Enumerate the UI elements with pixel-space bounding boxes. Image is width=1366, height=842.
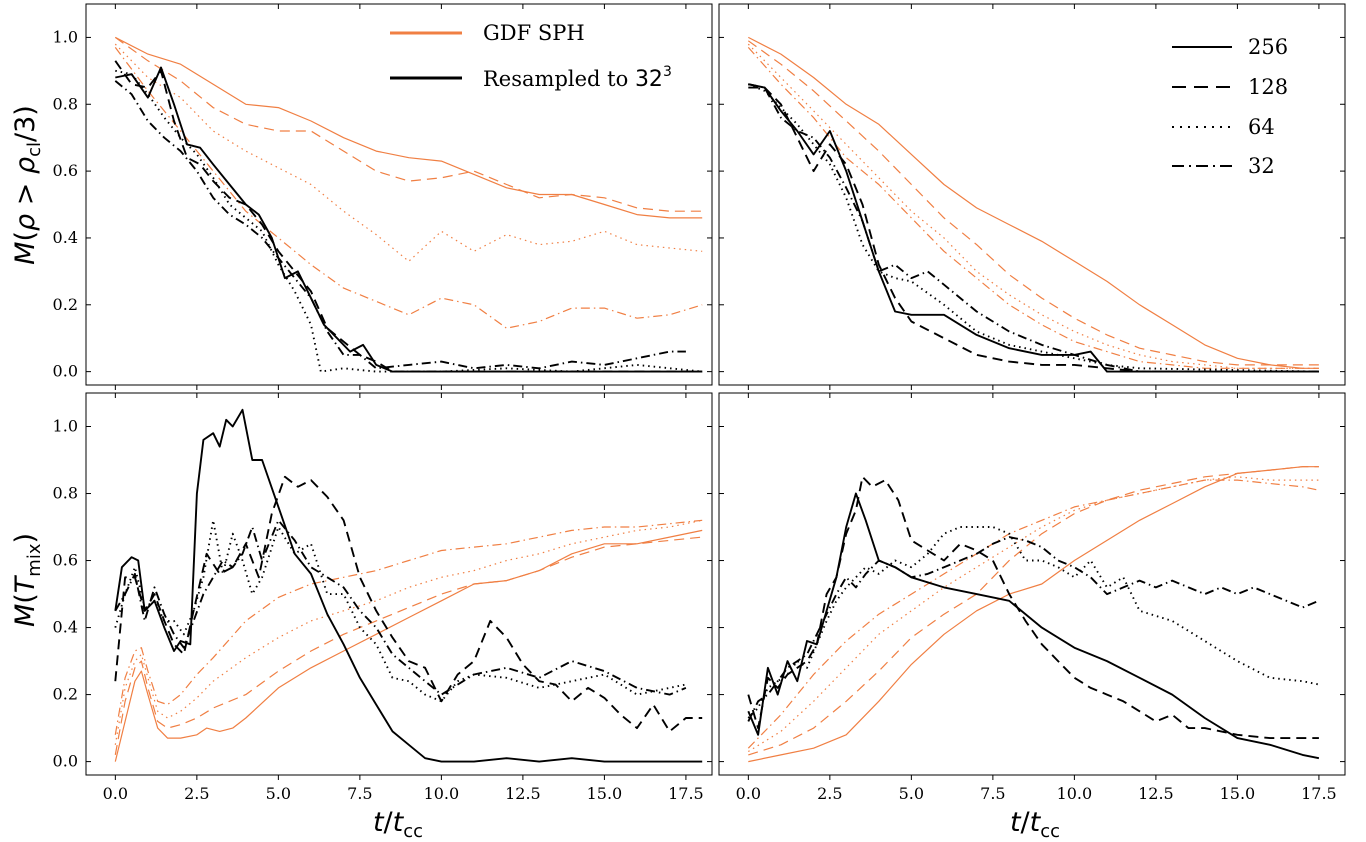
series-sph-64	[747, 476, 1319, 753]
series-sph-32	[747, 47, 1319, 369]
x-tick-label: 17.5	[1301, 784, 1337, 803]
x-axis-label-right: t/tcc	[1010, 807, 1060, 842]
panel-bottom-right: 0.0 2.5 5.0 7.5 10.0 12.5 15.0 17.5	[718, 392, 1346, 803]
x-tick-label: 7.5	[980, 784, 1005, 803]
series-sph-64	[114, 519, 703, 745]
y-tick-label: 0.0	[53, 752, 78, 771]
x-tick-label: 12.5	[1138, 784, 1174, 803]
series-sph-256	[748, 36, 1319, 369]
legend-label-64: 64	[1248, 115, 1275, 139]
series-sph-128	[114, 36, 703, 212]
series-sph-64	[747, 43, 1319, 369]
series-sph-32	[114, 519, 703, 735]
x-tick-label: 0.0	[736, 784, 761, 803]
x-tick-label: 2.5	[184, 784, 209, 803]
series-resampled-256	[115, 66, 703, 373]
series-resampled-64	[114, 519, 687, 703]
y-tick-label: 0.2	[53, 685, 78, 704]
y-axis-label-top: M(ρ > ρcl/3)	[10, 105, 45, 265]
series-sph-256	[115, 36, 703, 219]
series-resampled-32	[114, 80, 686, 370]
x-tick-label: 12.5	[505, 784, 541, 803]
legend-label-sph: GDF SPH	[483, 21, 585, 45]
x-tick-label: 5.0	[266, 784, 291, 803]
panel-bottom-left: 0.0 0.2 0.4 0.6 0.8 1.0 0.0 2.5 5.0 7.5 10.0 12.5 15…	[53, 392, 713, 803]
legend-label-32: 32	[1248, 154, 1275, 178]
x-tick-label: 10.0	[1057, 784, 1093, 803]
series-resampled-256	[748, 83, 1319, 373]
legend-sup-exp: 3	[663, 64, 672, 80]
x-tick-label: 15.0	[587, 784, 623, 803]
y-tick-label: 1.0	[53, 27, 78, 46]
y-tick-label: 0.2	[53, 295, 78, 314]
series-resampled-64	[747, 526, 1320, 719]
panel-frame	[85, 3, 713, 386]
y-tick-label: 0.4	[53, 618, 78, 637]
y-tick-label: 0.8	[53, 484, 78, 503]
series-sph-128	[747, 40, 1319, 366]
x-tick-label: 10.0	[424, 784, 460, 803]
y-tick-label: 0.6	[53, 161, 78, 180]
x-tick-label: 7.5	[347, 784, 372, 803]
x-axis-label-left: t/tcc	[373, 807, 423, 842]
y-axis-label-bottom: M(Tmix)	[10, 533, 45, 627]
series-resampled-128	[747, 475, 1319, 740]
y-tick-label: 1.0	[53, 417, 78, 436]
y-tick-label: 0.6	[53, 551, 78, 570]
series-resampled-128	[748, 86, 1319, 373]
y-tick-label: 0.4	[53, 228, 78, 247]
series-resampled-256	[747, 492, 1320, 760]
panel-frame	[718, 3, 1346, 386]
panel-top-left: 0.0 0.2 0.4 0.6 0.8 1.0	[53, 3, 713, 390]
series-resampled-32	[114, 519, 687, 696]
series-resampled-64	[747, 83, 1319, 373]
x-tick-label: 5.0	[899, 784, 924, 803]
legend-label-128: 128	[1248, 75, 1288, 99]
panels-layer: 0.0 0.2 0.4 0.6 0.8 1.0 0.0 0.2 0.4 0.6 0.8 1.0 0.0 2…	[53, 3, 1346, 803]
series-sph-256	[114, 529, 703, 762]
series-sph-128	[114, 536, 703, 756]
panel-frame	[85, 392, 713, 776]
legend-label-resampled: Resampled to 323	[483, 64, 672, 92]
series-sph-128	[748, 466, 1319, 756]
y-tick-label: 0.8	[53, 94, 78, 113]
x-tick-label: 2.5	[817, 784, 842, 803]
y-tick-label: 0.0	[53, 362, 78, 381]
x-tick-label: 17.5	[668, 784, 704, 803]
series-resampled-128	[114, 475, 703, 733]
series-sph-256	[748, 466, 1319, 763]
series-resampled-32	[748, 83, 1319, 373]
legend-resolution: 256 128 64 32	[1172, 35, 1288, 178]
panel-frame	[718, 392, 1346, 776]
series-sph-32	[114, 47, 703, 329]
legend-sup-base: 32	[635, 67, 663, 92]
legend-label-256: 256	[1248, 35, 1288, 59]
series-resampled-256	[114, 408, 703, 763]
series-resampled-32	[747, 536, 1320, 722]
series-resampled-128	[114, 60, 703, 373]
panel-top-right	[718, 3, 1346, 390]
legend-model: GDF SPH Resampled to 323	[390, 21, 672, 92]
series-sph-32	[747, 479, 1320, 749]
series-resampled-64	[115, 69, 703, 373]
x-tick-label: 0.0	[103, 784, 128, 803]
x-tick-label: 15.0	[1220, 784, 1256, 803]
